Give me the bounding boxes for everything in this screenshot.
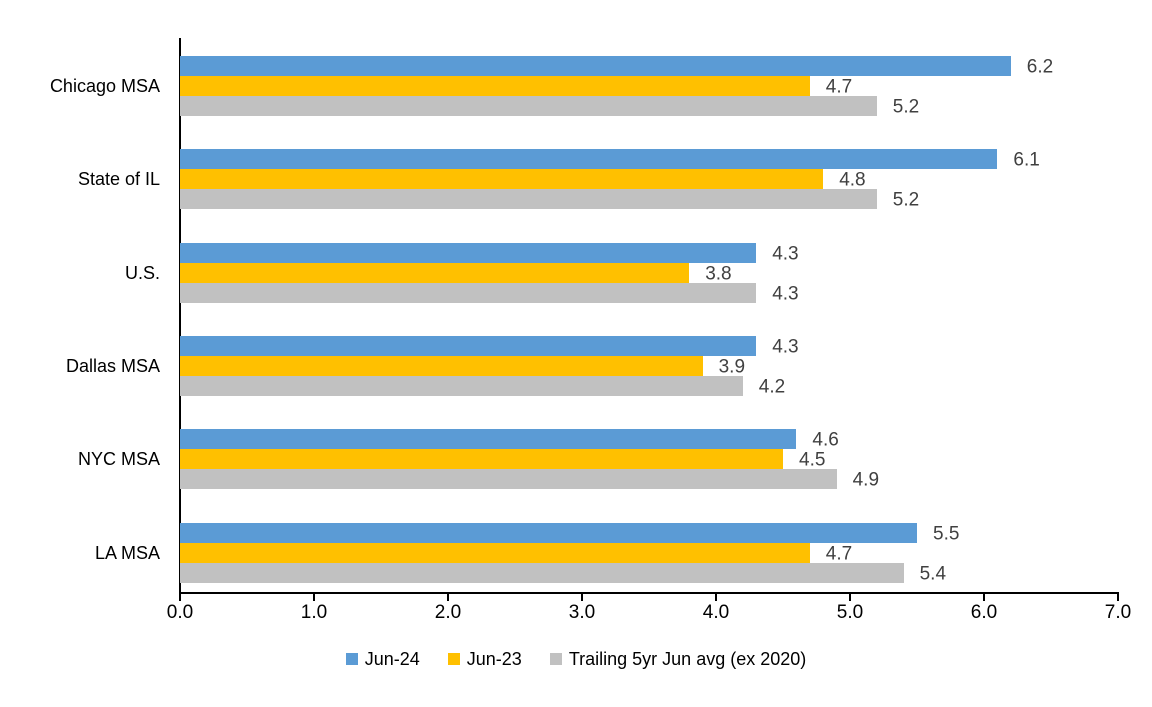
- value-label: 5.4: [919, 563, 947, 584]
- value-label: 4.2: [758, 376, 786, 398]
- x-axis-line: [179, 592, 1119, 594]
- legend: Jun-24 Jun-23 Trailing 5yr Jun avg (ex 2…: [0, 650, 1152, 668]
- value-label: 3.9: [718, 356, 746, 378]
- x-tick-mark: [581, 592, 583, 601]
- bar: [180, 522, 917, 543]
- value-label: 4.3: [772, 336, 799, 358]
- value-label: 4.8: [839, 169, 866, 191]
- value-label: 3.8: [705, 263, 732, 285]
- x-tick-mark: [313, 592, 315, 601]
- legend-item-jun-24: Jun-24: [345, 649, 420, 669]
- x-tick-label: 2.0: [434, 602, 462, 623]
- value-label: 6.1: [1013, 149, 1040, 171]
- value-label: 4.7: [825, 543, 853, 564]
- bar: [180, 469, 837, 490]
- bar: [180, 355, 703, 376]
- x-tick-mark: [179, 592, 181, 601]
- category-label: LA MSA: [94, 542, 160, 563]
- bar: [180, 282, 757, 303]
- bar: [180, 542, 810, 563]
- bar: [180, 242, 757, 263]
- value-label: 5.2: [892, 96, 920, 118]
- bar: [180, 76, 810, 96]
- legend-label-jun-24: Jun-24: [364, 649, 420, 669]
- bar: [180, 562, 904, 583]
- legend-swatch-jun-24-icon: [345, 653, 358, 665]
- category-label: Dallas MSA: [65, 355, 160, 376]
- value-label: 5.2: [892, 189, 920, 211]
- x-tick-label: 1.0: [300, 602, 328, 623]
- category-label: Chicago MSA: [49, 76, 160, 96]
- legend-swatch-jun-23-icon: [447, 653, 460, 665]
- x-tick-mark: [849, 592, 851, 601]
- bar: [180, 96, 877, 116]
- bar: [180, 169, 824, 190]
- value-label: 4.9: [852, 469, 880, 491]
- value-label: 6.2: [1026, 56, 1054, 78]
- bar: [180, 449, 783, 470]
- x-tick-mark: [447, 592, 449, 601]
- bar: [180, 149, 998, 170]
- x-tick-label: 4.0: [702, 602, 730, 623]
- x-tick-label: 0.0: [166, 602, 194, 623]
- x-tick-label: 5.0: [836, 602, 864, 623]
- bar: [180, 335, 757, 356]
- legend-swatch-trailing-avg-icon: [549, 653, 562, 665]
- legend-item-trailing-avg: Trailing 5yr Jun avg (ex 2020): [549, 649, 807, 669]
- legend-label-jun-23: Jun-23: [466, 649, 522, 669]
- category-label: State of IL: [77, 169, 160, 190]
- y-axis-line: [179, 38, 181, 594]
- bar: [180, 429, 797, 450]
- value-label: 5.5: [933, 523, 960, 544]
- category-label: U.S.: [124, 262, 160, 283]
- value-label: 4.5: [799, 449, 826, 471]
- bar: [180, 189, 877, 210]
- bar: [180, 56, 1011, 76]
- value-label: 4.6: [812, 429, 839, 451]
- x-tick-mark: [1117, 592, 1119, 601]
- x-tick-label: 7.0: [1104, 602, 1132, 623]
- x-tick-mark: [983, 592, 985, 601]
- x-tick-label: 6.0: [970, 602, 998, 623]
- category-label: NYC MSA: [77, 449, 160, 470]
- legend-label-trailing-avg: Trailing 5yr Jun avg (ex 2020): [568, 649, 807, 669]
- x-tick-mark: [715, 592, 717, 601]
- legend-item-jun-23: Jun-23: [447, 649, 522, 669]
- value-label: 4.7: [825, 76, 853, 98]
- value-label: 4.3: [772, 283, 799, 305]
- x-tick-label: 3.0: [568, 602, 596, 623]
- value-label: 4.3: [772, 243, 799, 265]
- bar: [180, 375, 743, 396]
- bar: [180, 262, 690, 283]
